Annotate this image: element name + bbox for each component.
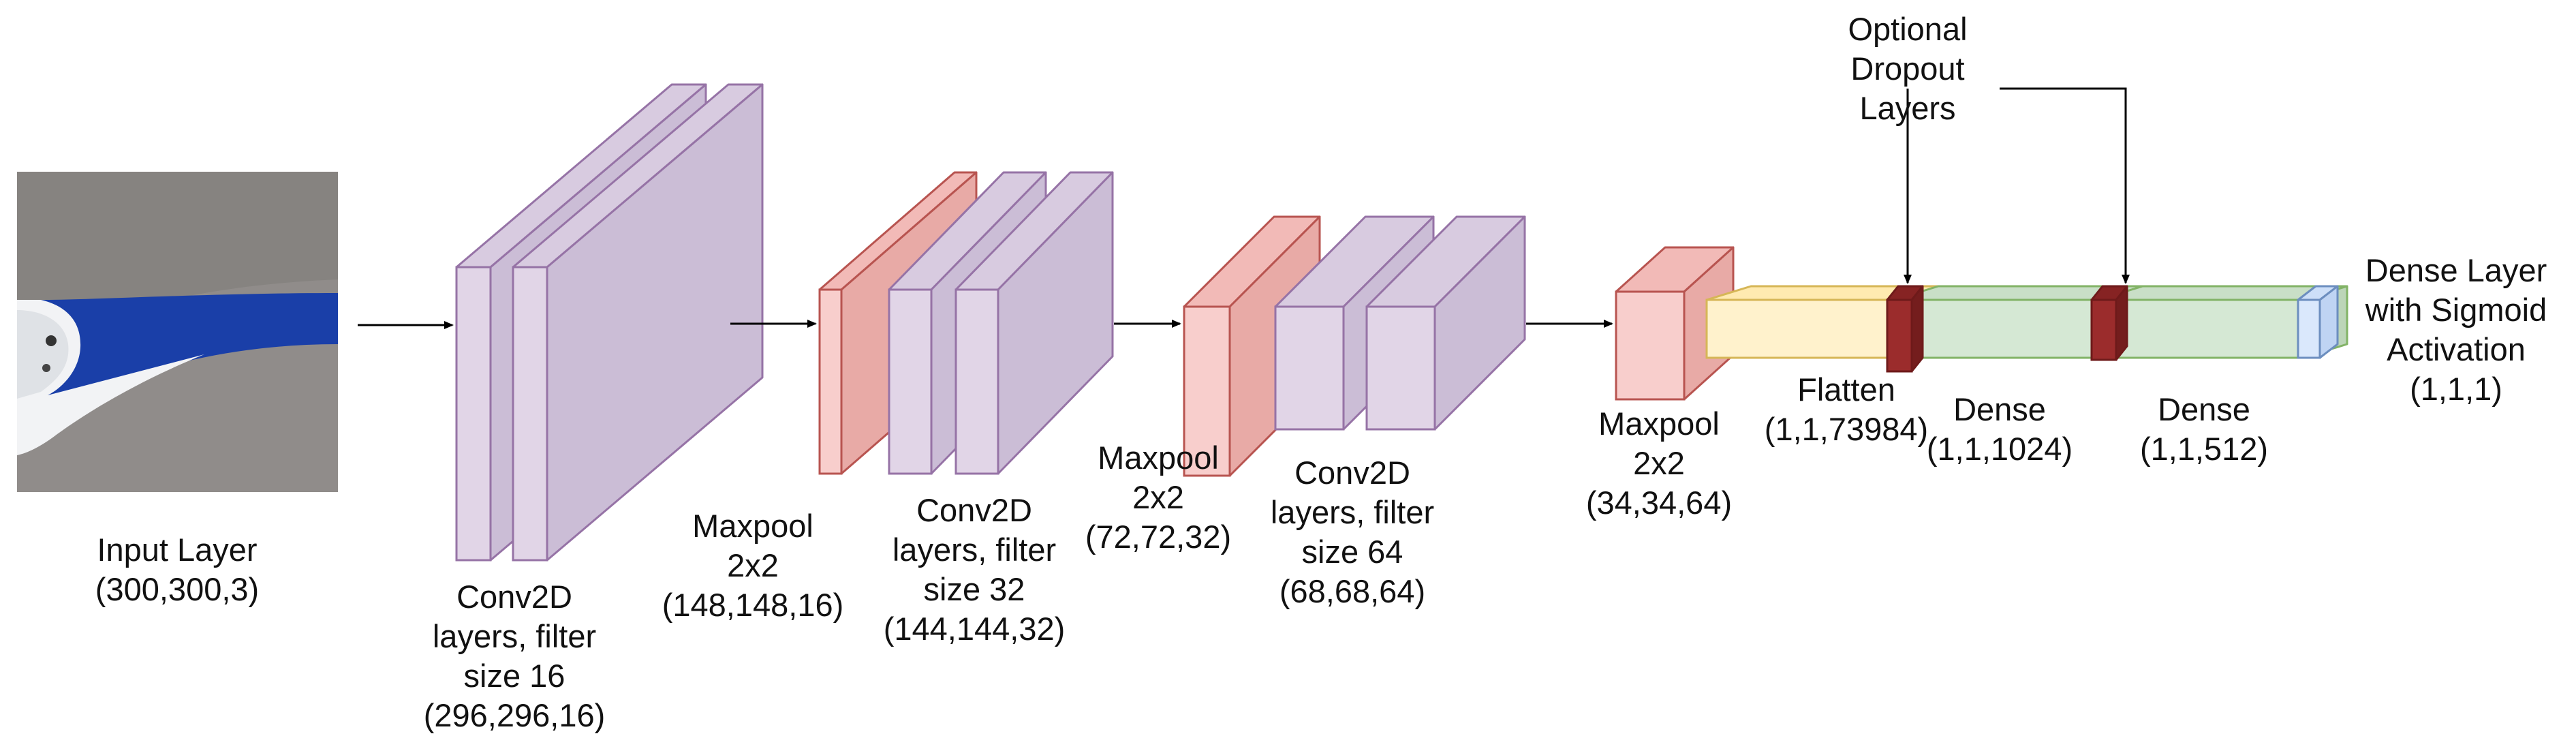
dense1-bar-front-face <box>1893 298 2100 359</box>
pool1-box-front-face <box>818 288 843 475</box>
dropout-layer-1-front-face <box>1886 298 1913 373</box>
flatten-bar <box>1705 285 1943 359</box>
dropout-layer-1 <box>1886 285 1924 373</box>
conv3-slab-2-front-face <box>1365 305 1436 431</box>
label-conv2: Conv2D layers, filter size 32 (144,144,32) <box>883 492 1066 647</box>
label-dense2: Dense (1,1,512) <box>2139 391 2269 467</box>
conv2-slab-1-front-face <box>888 288 933 475</box>
pool2-box-front-face <box>1183 305 1231 477</box>
output-box-side-face <box>2318 285 2339 359</box>
label-pool2: Maxpool 2x2 (72,72,32) <box>1085 440 1232 555</box>
dropout-layer-2-side-face <box>2115 285 2128 361</box>
label-pool1: Maxpool 2x2 (148,148,16) <box>662 508 844 623</box>
arrow-dropout-label-to-dropout2 <box>2000 87 2130 284</box>
label-dropout: Optional Dropout Layers <box>1848 11 1968 126</box>
dropout-layer-1-side-face <box>1910 285 1924 373</box>
conv1-slab-2 <box>512 83 764 562</box>
label-flatten: Flatten (1,1,73984) <box>1764 371 1929 447</box>
output-box <box>2297 285 2339 359</box>
label-input-layer: Input Layer (300,300,3) <box>95 532 260 607</box>
label-conv1: Conv2D layers, filter size 16 (296,296,16) <box>423 579 606 733</box>
flatten-bar-front-face <box>1705 298 1899 359</box>
label-pool3: Maxpool 2x2 (34,34,64) <box>1585 405 1733 521</box>
dropout-layer-2-front-face <box>2090 298 2117 361</box>
conv3-slab-2 <box>1365 215 1526 431</box>
label-output-layer: Dense Layer with Sigmoid Activation (1,1,1) <box>2365 252 2547 407</box>
label-conv3: Conv2D layers, filter size 64 (68,68,64) <box>1270 455 1435 609</box>
dense2-bar-front-face <box>2097 298 2304 359</box>
dropout-layer-2 <box>2090 285 2128 361</box>
label-dense1: Dense (1,1,1024) <box>1926 391 2073 467</box>
conv1-slab-1-front-face <box>455 266 492 562</box>
conv3-slab-1-front-face <box>1274 305 1345 431</box>
conv2-slab-2-front-face <box>955 288 999 475</box>
conv1-slab-2-front-face <box>512 266 548 562</box>
output-box-front-face <box>2297 298 2321 359</box>
input-image <box>17 172 338 492</box>
pool3-box-front-face <box>1615 290 1686 401</box>
conv2-slab-2 <box>955 171 1114 475</box>
